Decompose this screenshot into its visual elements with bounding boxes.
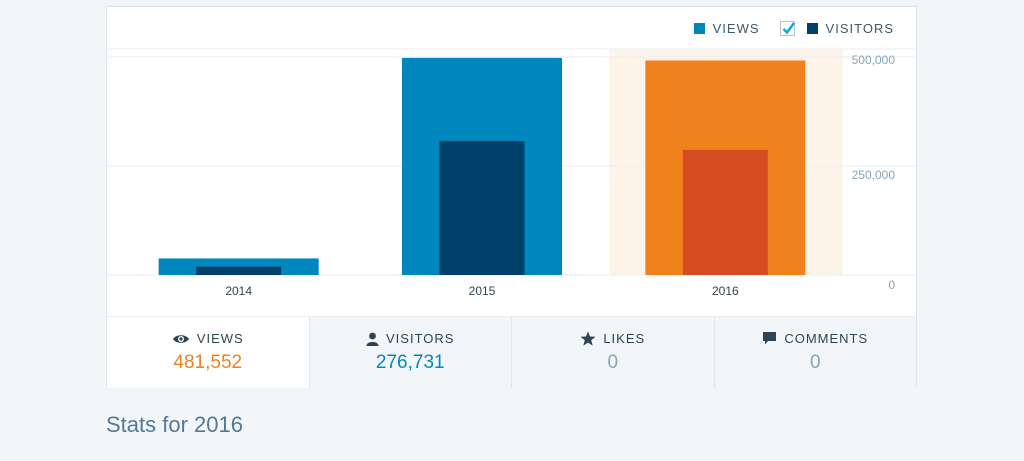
visitors-swatch [806,23,818,34]
views-swatch [693,23,705,34]
chart-legend: VIEWS VISITORS [674,21,894,36]
person-icon [366,332,379,346]
star-icon [580,331,596,346]
legend-views-label: VIEWS [712,21,760,36]
tab-views-value: 481,552 [173,352,243,373]
stats-card: VIEWS VISITORS 2014 2015 2016 500,000 250,00… [106,6,917,388]
tab-likes-head: LIKES [512,331,714,346]
tab-views-label: VIEWS [196,331,244,346]
bar-visitors-2014 [196,266,282,275]
tab-comments-label: COMMENTS [784,331,869,346]
bar-visitors-2015 [439,141,525,275]
comment-icon [763,332,777,345]
tab-likes[interactable]: LIKES 0 [511,317,714,388]
y-tick-label: 250,000 [852,168,896,182]
y-tick-label: 0 [888,278,895,292]
tab-comments-value: 0 [809,352,821,373]
x-tick-label-2016: 2016 [712,284,739,298]
stats-tabs: VIEWS 481,552 VISITORS 276,731 LIKES 0 [107,316,916,388]
legend-item-visitors: VISITORS [779,21,894,36]
tab-visitors-value: 276,731 [375,352,445,373]
bar-visitors-2016 [682,149,768,275]
tab-likes-value: 0 [607,352,619,373]
tab-visitors[interactable]: VISITORS 276,731 [308,317,512,388]
visitors-checkbox[interactable] [779,21,795,36]
tab-visitors-head: VISITORS [310,331,512,346]
checkmark-icon [782,22,795,35]
page-title: Stats for 2016 [106,412,243,437]
bar-chart: 2014 2015 2016 500,000 250,000 0 [107,48,916,298]
tab-comments-head: COMMENTS [715,331,917,346]
tab-views[interactable]: VIEWS 481,552 [107,317,309,388]
eye-icon [172,334,189,343]
tab-visitors-label: VISITORS [386,331,455,346]
y-tick-label: 500,000 [852,53,896,67]
x-tick-label-2015: 2015 [469,284,496,298]
tab-likes-label: LIKES [603,331,646,346]
tab-comments[interactable]: COMMENTS 0 [713,317,917,388]
legend-item-views: VIEWS [693,21,760,36]
tab-views-head: VIEWS [107,331,309,346]
x-tick-label-2014: 2014 [225,284,252,298]
legend-visitors-label: VISITORS [825,21,894,36]
